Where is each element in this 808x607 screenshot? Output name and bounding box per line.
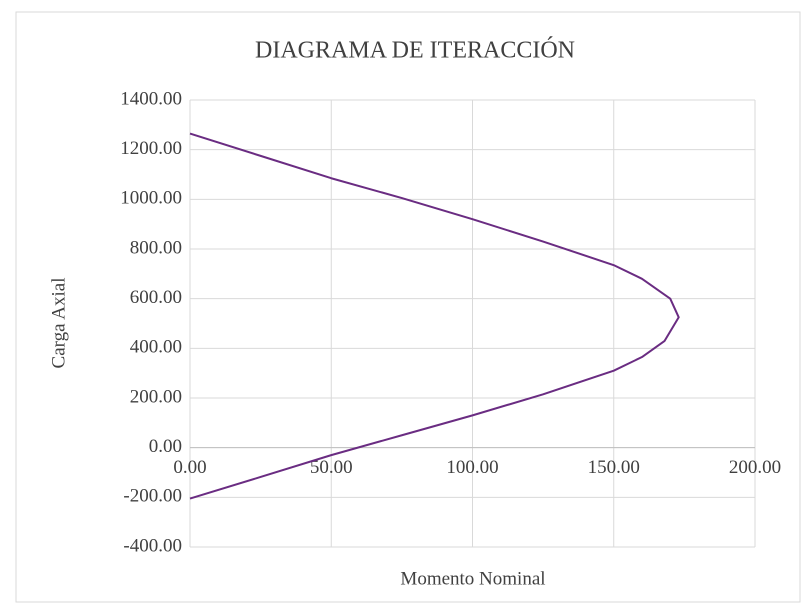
- x-axis-label: Momento Nominal: [400, 568, 545, 589]
- y-tick-label: 1000.00: [120, 188, 182, 209]
- y-tick-label: -200.00: [123, 486, 182, 507]
- x-tick-label: 50.00: [310, 457, 353, 478]
- y-tick-label: 400.00: [130, 337, 182, 358]
- chart-frame: [15, 11, 801, 603]
- series-line: [189, 132, 680, 500]
- y-tick-label: -400.00: [123, 535, 182, 556]
- y-tick-label: 1200.00: [120, 138, 182, 159]
- x-tick-label: 200.00: [729, 457, 781, 478]
- x-tick-label: 150.00: [588, 457, 640, 478]
- x-tick-label: 0.00: [173, 457, 206, 478]
- y-axis-label: Carga Axial: [48, 278, 69, 369]
- y-tick-label: 0.00: [149, 436, 182, 457]
- x-tick-label: 100.00: [446, 457, 498, 478]
- y-tick-label: 200.00: [130, 386, 182, 407]
- y-tick-label: 800.00: [130, 237, 182, 258]
- y-tick-label: 1400.00: [120, 88, 182, 109]
- y-tick-label: 600.00: [130, 287, 182, 308]
- chart-title: DIAGRAMA DE ITERACCIÓN: [255, 37, 575, 64]
